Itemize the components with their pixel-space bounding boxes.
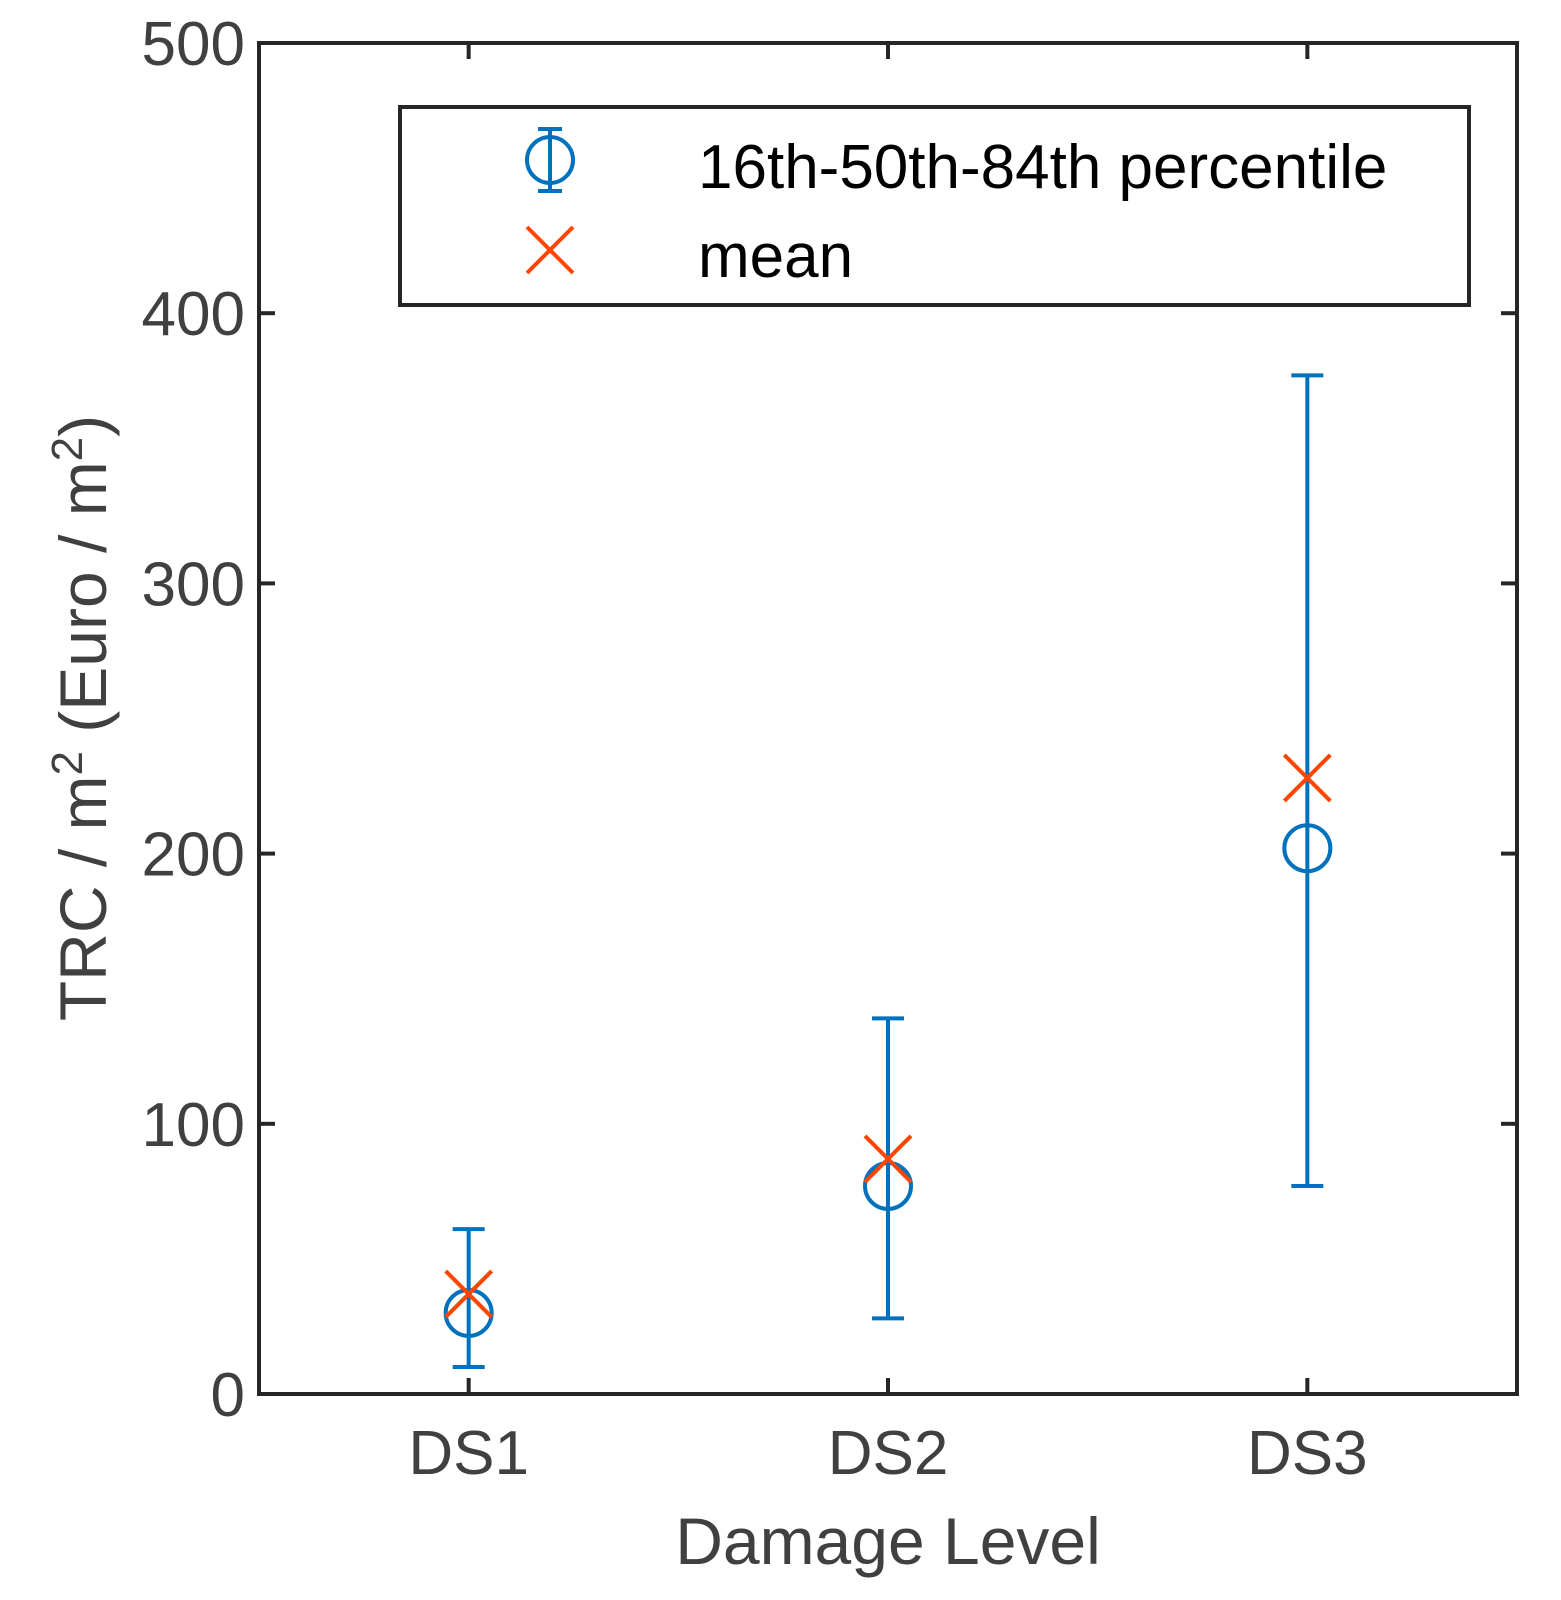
legend-box [398,105,1471,307]
legend-x-marker [525,225,575,275]
legend-label-mean: mean [698,222,853,291]
y-tick-labels: 0 100 200 300 400 500 [142,10,245,1430]
x-tick-labels: DS1 DS2 DS3 [408,1419,1367,1488]
x-tick-label: DS2 [828,1419,949,1488]
y-tick-label: 0 [211,1361,245,1430]
x-tick-label: DS3 [1247,1419,1368,1488]
y-tick-label: 100 [142,1091,245,1160]
mean-x-stroke [1282,753,1332,803]
x-tick-label: DS1 [408,1419,529,1488]
mean-x-stroke [863,1134,913,1184]
mean-x-marker [863,1134,913,1184]
mean-x-marker [1282,753,1332,803]
legend: 16th-50th-84th percentile mean [398,105,1471,307]
legend-entry-percentile: 16th-50th-84th percentile [525,127,1387,202]
y-tick-label: 400 [142,280,245,349]
y-tick-label: 500 [142,10,245,79]
mean-x-marker [444,1269,494,1319]
y-tick-label: 200 [142,821,245,890]
x-axis-title: Damage Level [675,1504,1101,1578]
y-axis-title: TRC / m2 (Euro / m2) [43,415,120,1021]
median-circle-marker [1282,823,1333,874]
y-tick-label: 300 [142,550,245,619]
median-circle-marker [863,1160,913,1211]
errorbar-point [863,1016,913,1321]
legend-label-percentile: 16th-50th-84th percentile [698,133,1387,202]
median-circle-marker [443,1287,494,1338]
plot-series [443,373,1333,1369]
mean-x-stroke [444,1269,494,1319]
legend-x-stroke [525,225,575,275]
plot-area-frame [257,41,1519,1396]
errorbar-point [443,1227,494,1369]
legend-entry-mean: mean [525,222,853,291]
legend-errorbar-marker [525,127,575,193]
legend-circle [525,135,575,185]
